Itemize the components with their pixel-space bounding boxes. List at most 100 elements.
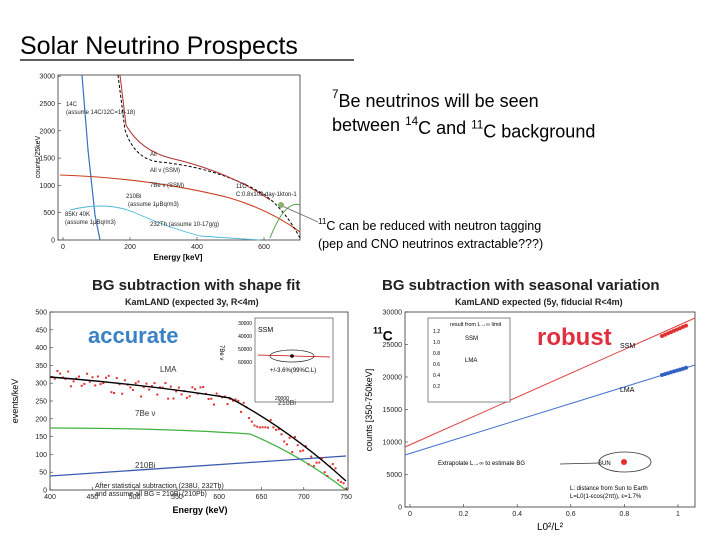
data-point [107, 374, 110, 377]
data-point [681, 366, 685, 371]
data-point [123, 379, 126, 382]
statement-line: between 14C and 11C background [332, 115, 595, 141]
inset-tick: 0.4 [433, 373, 440, 379]
data-point [75, 377, 78, 380]
x-axis-label: L0²/L² [537, 522, 564, 533]
y-tick-label: 1000 [39, 183, 55, 190]
data-point [331, 463, 334, 466]
data-point [215, 392, 218, 395]
annotation: 85Kr 40K [65, 212, 90, 218]
y-tick-label: 3000 [39, 74, 55, 81]
inset-label: SSM [465, 336, 478, 342]
x-tick-label: 500 [129, 494, 141, 501]
y-tick-label: 0 [398, 505, 402, 512]
annotation: C:0.8x103 day-1kton-1 [236, 192, 297, 198]
data-point [681, 324, 685, 329]
spectrum-plot [57, 74, 319, 241]
y-axis-label: events/keV [10, 379, 20, 424]
inset-title: result from L→∞ limit [450, 322, 502, 328]
annotation: 14C [66, 102, 78, 108]
text-run: C and [418, 118, 471, 138]
y-tick-label: 0 [43, 488, 47, 495]
data-point [669, 330, 673, 335]
data-point [675, 327, 679, 332]
data-point [167, 397, 170, 400]
sun-ellipse [598, 451, 652, 473]
data-point [110, 391, 113, 394]
data-point [302, 449, 305, 452]
data-point [188, 395, 191, 398]
data-point [253, 424, 256, 427]
data-point [172, 397, 175, 400]
data-point [99, 383, 102, 386]
annotation: All [150, 152, 157, 158]
marker [278, 202, 284, 208]
sun [621, 459, 627, 465]
inset [427, 317, 511, 403]
data-point [666, 331, 670, 336]
x-tick-label: 0 [408, 511, 412, 518]
annotation: 232Th (assume 10-17g/g) [150, 222, 219, 228]
text-run: C background [483, 121, 595, 141]
y-axis-label: counts [350-750keV] [364, 369, 374, 452]
annotation: Extrapolate L→∞ to estimate BG [438, 461, 525, 467]
curve [59, 174, 301, 233]
text-run: C [383, 327, 393, 343]
annotation: L: distance from Sun to Earth [570, 486, 648, 492]
data-point [177, 386, 180, 389]
data-point [156, 393, 159, 396]
y-tick-label: 450 [35, 327, 47, 334]
inset-tick: 60000 [238, 360, 252, 366]
data-point [129, 386, 132, 389]
data-point [231, 399, 234, 402]
x-tick-label: 200 [124, 244, 136, 251]
data-point [105, 376, 107, 379]
data-point [213, 403, 215, 406]
inset-tick: 50000 [238, 347, 252, 353]
data-point [137, 380, 140, 383]
data-point [150, 384, 153, 387]
annotation: 210Bi [135, 461, 156, 470]
curve [69, 205, 261, 241]
data-point [312, 464, 315, 467]
y-tick-label: 1500 [39, 156, 55, 163]
slide-title: Solar Neutrino Prospects [20, 32, 298, 60]
data-point [267, 426, 269, 429]
data-point [53, 377, 56, 380]
inset-label: SSM [258, 327, 273, 334]
data-point [191, 386, 194, 389]
data-point [684, 365, 688, 370]
trend-line [404, 364, 696, 456]
y-tick-label: 20000 [383, 375, 403, 382]
data-point [115, 377, 118, 380]
data-point [283, 440, 286, 443]
data-point [240, 410, 242, 413]
data-point [678, 367, 682, 372]
data-point [264, 426, 267, 429]
data-point [180, 393, 183, 396]
data-point [663, 332, 667, 337]
y-tick-label: 2500 [39, 101, 55, 108]
annotation: SSM [620, 343, 635, 350]
data-point [86, 372, 89, 375]
text-run: Be neutrinos will be seen [339, 91, 539, 111]
data-point [69, 385, 72, 388]
data-point [161, 386, 164, 389]
pointer [279, 204, 319, 223]
y-tick-label: 100 [35, 452, 47, 459]
x-tick-label: 550 [171, 494, 183, 501]
inset-note: +/-3.6%(99%C.L) [270, 368, 316, 374]
data-point [118, 383, 121, 386]
data-point [326, 474, 329, 477]
pointer [559, 462, 601, 465]
y-tick-label: 30000 [383, 310, 403, 317]
curve [49, 455, 347, 477]
y-tick-label: 300 [35, 381, 47, 388]
data-point [299, 450, 302, 453]
x-tick-label: 0.2 [459, 511, 469, 518]
data-point [334, 467, 337, 470]
data-point [339, 480, 342, 483]
x-tick-label: 600 [213, 494, 225, 501]
annotation: (assume 1μBq/m3) [65, 220, 116, 226]
data-point [660, 373, 664, 377]
